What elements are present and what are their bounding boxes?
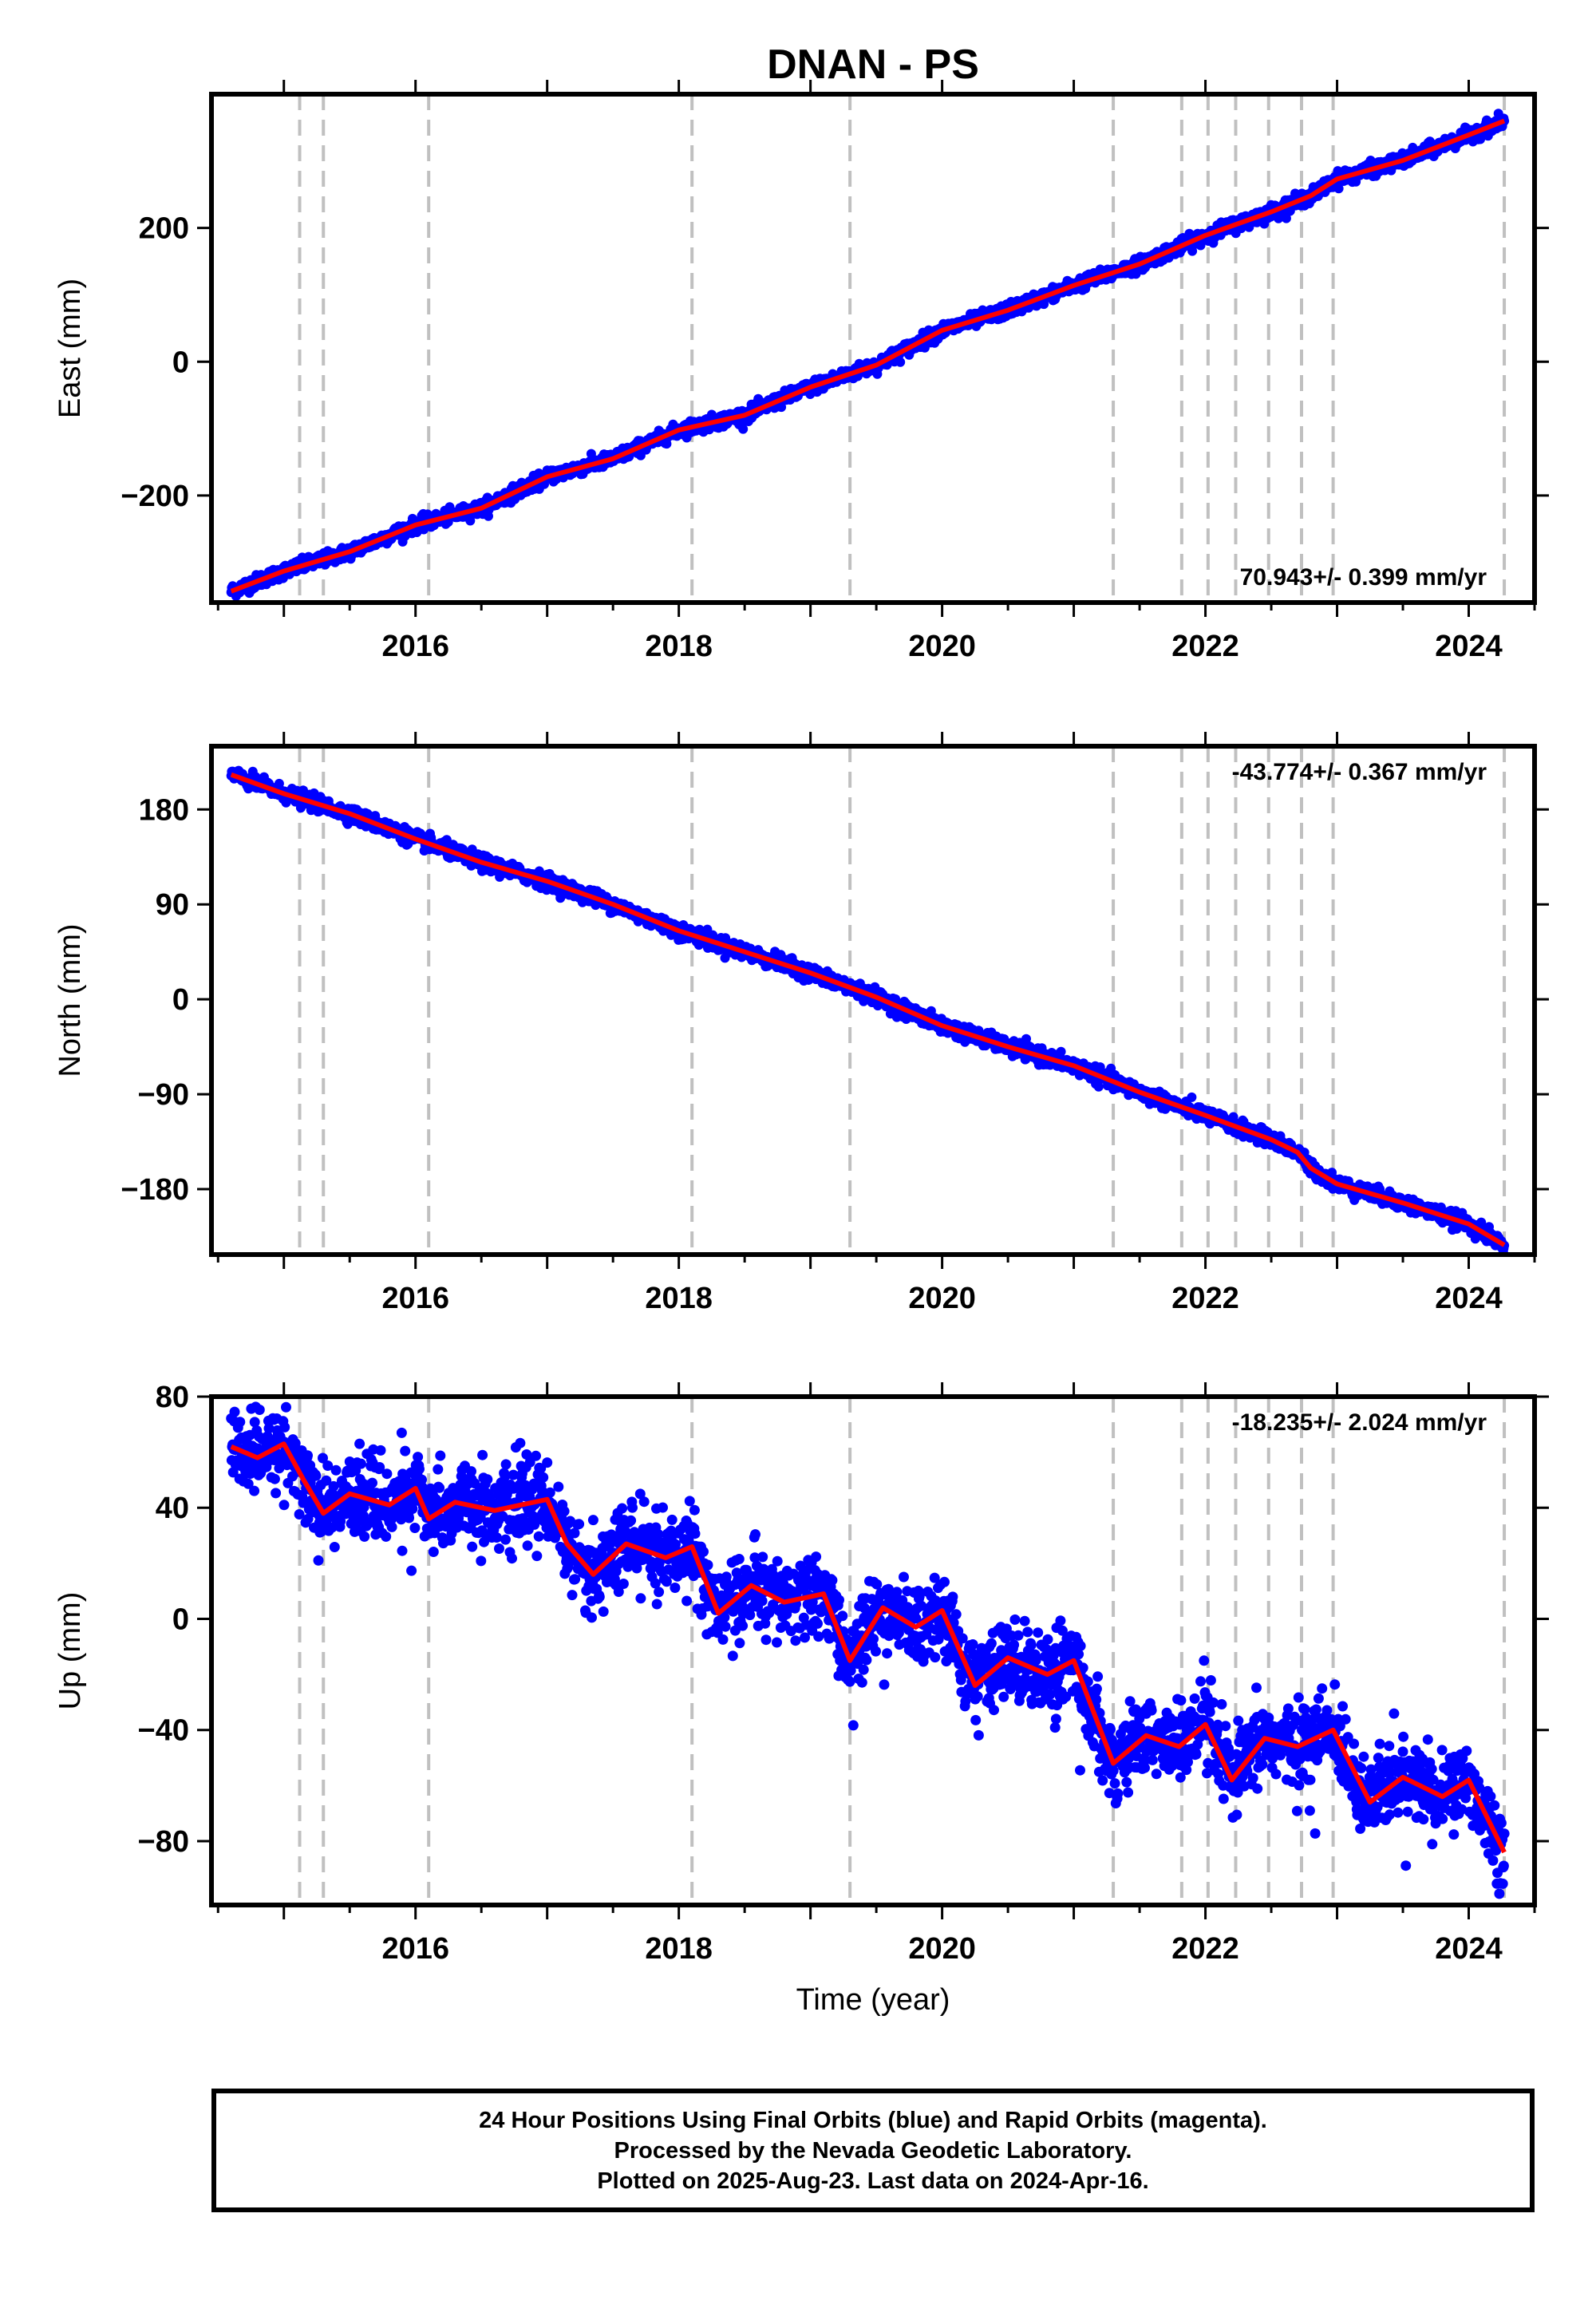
data-point [738,424,749,434]
data-point [1281,213,1291,223]
data-point [465,516,476,526]
data-point [895,357,906,367]
scatter-points [226,109,1510,601]
x-tick-label: 2018 [645,630,713,663]
chart-title: DNAN - PS [767,41,979,88]
rate-label: 70.943+/- 0.399 mm/yr [1240,564,1487,591]
model-fit-line [230,118,1506,594]
x-tick-label: 2022 [1171,630,1239,663]
data-point [1056,1046,1066,1057]
x-tick-label: 2016 [381,630,449,663]
x-tick-label: 2024 [1435,630,1503,663]
x-tick-label: 2020 [908,630,976,663]
data-point [1093,1081,1104,1092]
y-tick-label: −200 [120,480,189,513]
y-tick-label: 200 [139,212,189,246]
east-panel: 2016 2018 2020 2022 2024 −200 0 200 East (mm) 70.… [53,80,1549,663]
y-axis-label: East (mm) [53,279,87,418]
y-tick-label: 0 [172,346,189,379]
plot-frame [209,92,1537,605]
data-point [1187,1092,1197,1102]
